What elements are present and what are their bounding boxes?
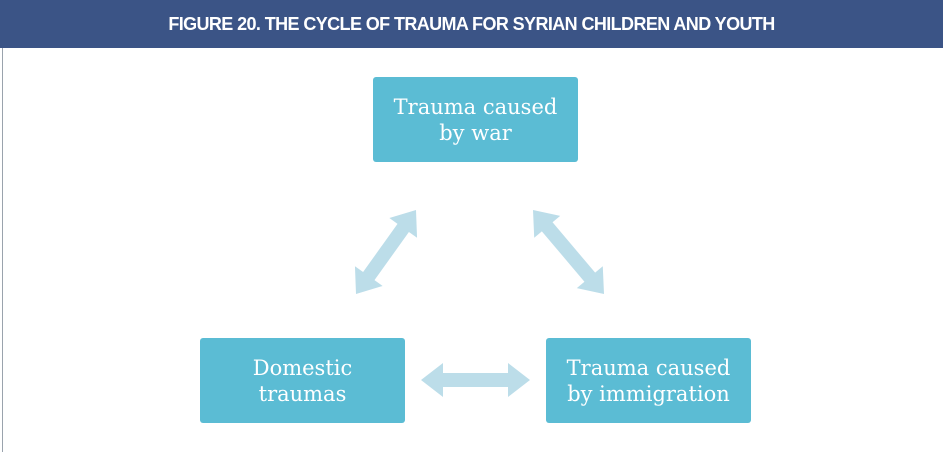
header-title: FIGURE 20. THE CYCLE OF TRAUMA FOR SYRIA… xyxy=(0,0,943,48)
double-arrow xyxy=(533,210,604,294)
node: Trauma caused by immigration xyxy=(546,338,751,423)
left-border xyxy=(2,48,3,452)
double-arrow xyxy=(421,363,530,397)
node: Trauma caused by war xyxy=(373,77,578,162)
double-arrow xyxy=(354,210,418,294)
node: Domestic traumas xyxy=(200,338,405,423)
